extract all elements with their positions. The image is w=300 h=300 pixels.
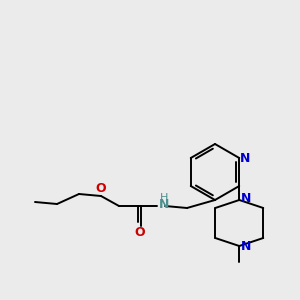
Text: N: N	[241, 191, 251, 205]
Text: N: N	[240, 152, 250, 164]
Text: O: O	[96, 182, 106, 194]
Text: N: N	[241, 239, 251, 253]
Text: H: H	[160, 193, 168, 203]
Text: O: O	[135, 226, 145, 239]
Text: N: N	[159, 199, 169, 212]
